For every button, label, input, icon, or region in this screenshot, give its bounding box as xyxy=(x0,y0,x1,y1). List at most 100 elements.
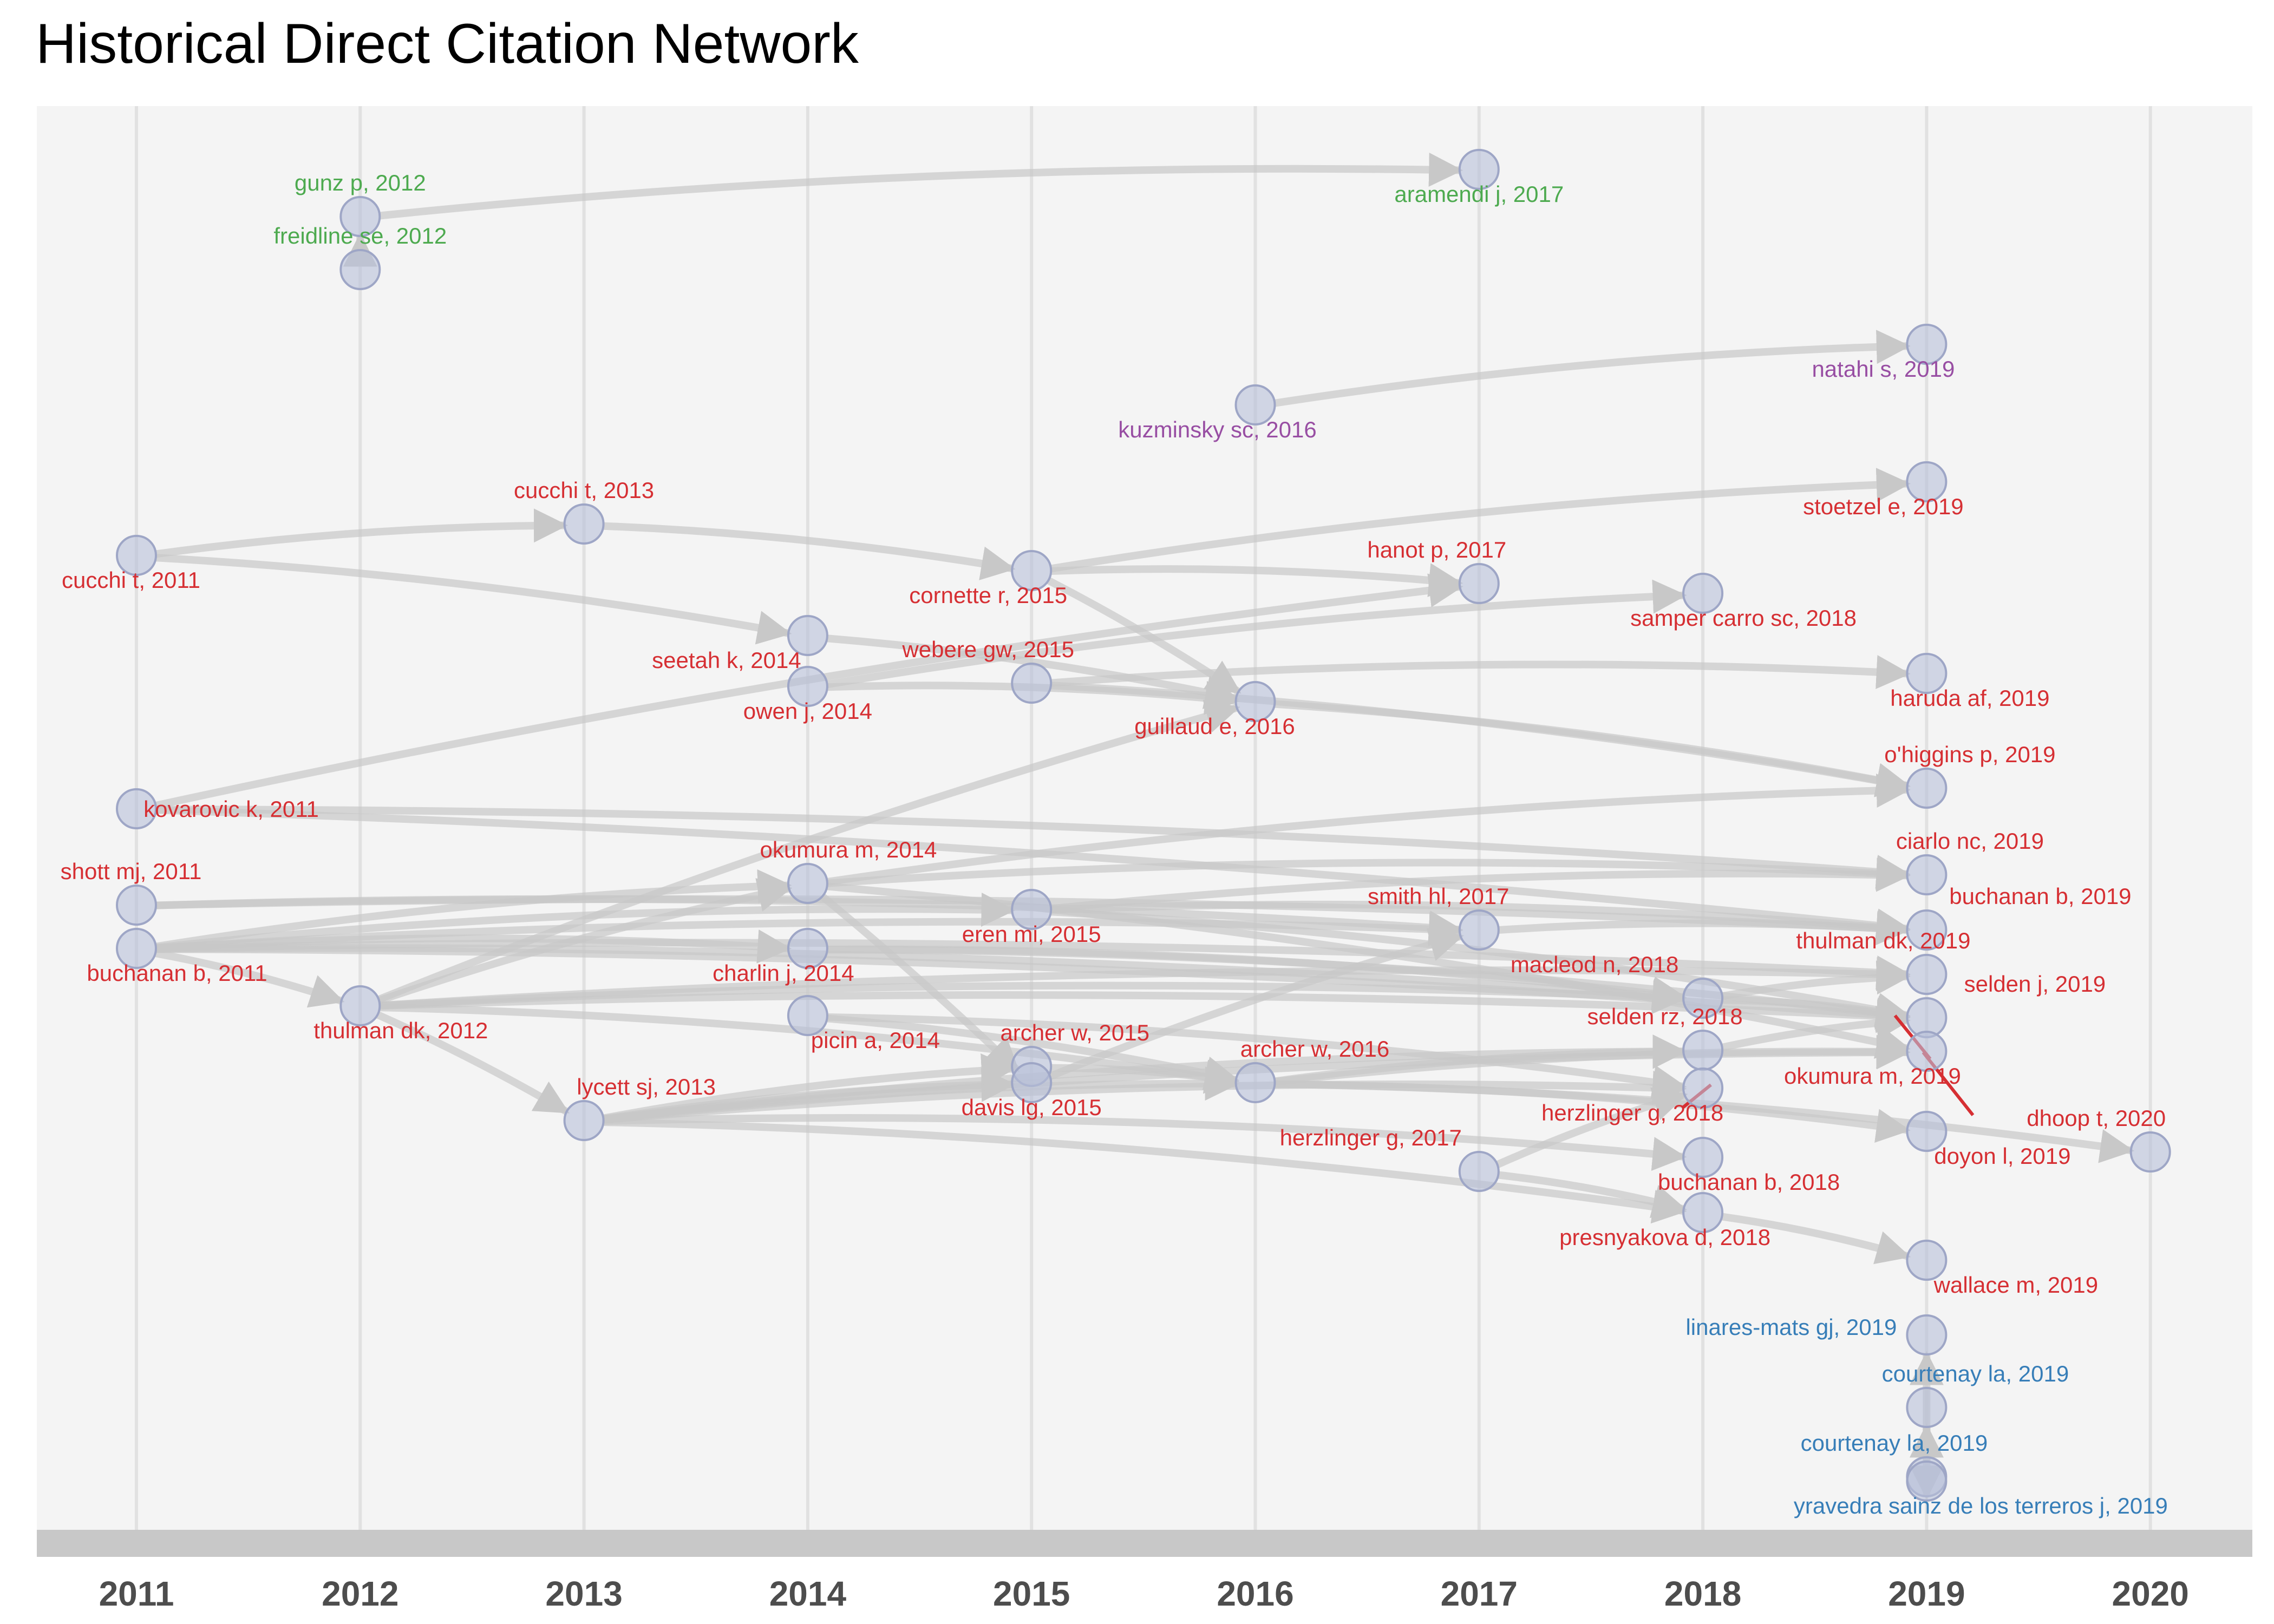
paper-label-buchanan2019: buchanan b, 2019 xyxy=(1949,883,2131,909)
paper-node-charlin2014[interactable] xyxy=(787,928,828,969)
paper-node-guillaud2016[interactable] xyxy=(1234,681,1276,722)
year-axis: 2011 2012 2013 2014 2015 2016 2017 2018 2019 2020 xyxy=(99,1574,2189,1613)
paper-label-herzlinger2017: herzlinger g, 2017 xyxy=(1280,1125,1462,1150)
paper-nodes xyxy=(116,149,2171,1502)
paper-node-kuzminsky2016[interactable] xyxy=(1234,384,1276,425)
paper-node-ciarlo2019[interactable] xyxy=(1906,854,1948,895)
paper-label-yravedra2019: yravedra sainz de los terreros j, 2019 xyxy=(1794,1493,2168,1518)
paper-labels: gunz p, 2012 freidline se, 2012 aramendi j… xyxy=(61,170,2168,1518)
year-label-2015: 2015 xyxy=(993,1574,1070,1613)
citation-edge xyxy=(155,806,1911,889)
paper-node-linares2019[interactable] xyxy=(1906,1314,1948,1355)
paper-node-doyon2019[interactable] xyxy=(1906,1111,1948,1152)
paper-node-cucchi2011[interactable] xyxy=(116,535,157,576)
citation-edge xyxy=(155,508,568,558)
paper-node-seetah2014[interactable] xyxy=(787,615,828,656)
paper-node-seldenrz2018[interactable] xyxy=(1682,1030,1724,1071)
citation-edge xyxy=(155,929,792,964)
citation-edge xyxy=(1721,960,1911,1000)
paper-label-lycett2013: lycett sj, 2013 xyxy=(577,1074,716,1099)
paper-node-thulmandk2019[interactable] xyxy=(1906,954,1948,995)
citation-edge xyxy=(379,980,1687,1014)
paper-node-buchanan2018[interactable] xyxy=(1682,1137,1724,1178)
timeline-bar xyxy=(37,1530,2252,1557)
paper-node-macleod2018[interactable] xyxy=(1682,978,1724,1019)
paper-label-cornette2015: cornette r, 2015 xyxy=(909,582,1067,608)
citation-edge xyxy=(1048,928,1464,1080)
paper-label-natahi2019: natahi s, 2019 xyxy=(1812,356,1955,382)
citation-edge xyxy=(1050,857,1911,913)
paper-label-courtenay2019a: courtenay la, 2019 xyxy=(1882,1361,2069,1386)
paper-label-smith2017: smith hl, 2017 xyxy=(1368,883,1509,909)
citation-edge xyxy=(377,699,1240,1003)
citation-edge xyxy=(603,1114,1687,1171)
paper-node-webere2015[interactable] xyxy=(1011,663,1053,704)
paper-node-herzlinger2018[interactable] xyxy=(1682,1068,1724,1109)
paper-node-ohiggins2019[interactable] xyxy=(1906,768,1948,809)
paper-node-presnyakova2018[interactable] xyxy=(1682,1192,1724,1233)
paper-label-selden2019: selden j, 2019 xyxy=(1964,971,2106,997)
citation-edge xyxy=(603,522,1016,580)
paper-node-smith2017[interactable] xyxy=(1458,909,1500,951)
citation-edge xyxy=(1274,1034,1911,1086)
paper-node-lycett2013[interactable] xyxy=(563,1100,605,1141)
paper-node-owen2014[interactable] xyxy=(787,666,828,707)
citation-edge xyxy=(1498,911,1911,945)
paper-label-ciarlo2019: ciarlo nc, 2019 xyxy=(1896,828,2044,854)
paper-node-picin2014[interactable] xyxy=(787,995,828,1036)
paper-node-okumura2014[interactable] xyxy=(787,863,828,904)
year-label-2020: 2020 xyxy=(2112,1574,2189,1613)
citation-edge xyxy=(1274,700,1911,797)
paper-label-doyon2019: doyon l, 2019 xyxy=(1934,1143,2070,1169)
year-label-2014: 2014 xyxy=(769,1574,847,1613)
paper-label-samper2018: samper carro sc, 2018 xyxy=(1630,605,1857,631)
paper-label-cucchi2011: cucchi t, 2011 xyxy=(62,567,200,593)
paper-node-archer2016[interactable] xyxy=(1234,1062,1276,1103)
paper-node-davis2015[interactable] xyxy=(1011,1062,1053,1103)
paper-node-stoetzel2019[interactable] xyxy=(1906,461,1948,502)
paper-node-haruda2019[interactable] xyxy=(1906,653,1948,694)
paper-node-aramendi2017[interactable] xyxy=(1458,149,1500,190)
paper-label-webere2015: webere gw, 2015 xyxy=(901,637,1074,662)
paper-label-picin2014: picin a, 2014 xyxy=(811,1027,940,1053)
paper-node-dhoop2020[interactable] xyxy=(2129,1131,2171,1173)
paper-node-buchanan2011[interactable] xyxy=(116,928,157,969)
paper-node-thulmandk2012[interactable] xyxy=(339,985,381,1026)
paper-label-archer2015: archer w, 2015 xyxy=(1000,1020,1149,1045)
paper-node-freidline2012[interactable] xyxy=(339,249,381,290)
paper-label-macleod2018: macleod n, 2018 xyxy=(1511,952,1679,977)
year-label-2016: 2016 xyxy=(1217,1574,1293,1613)
year-label-2013: 2013 xyxy=(545,1574,622,1613)
year-label-2011: 2011 xyxy=(99,1574,174,1613)
paper-node-kovarovic2011[interactable] xyxy=(116,788,157,829)
paper-node-samper2018[interactable] xyxy=(1682,573,1724,614)
paper-node-hanot2017[interactable] xyxy=(1458,563,1500,604)
paper-node-buchanan2019[interactable] xyxy=(1906,909,1948,951)
paper-node-gunz2012[interactable] xyxy=(339,196,381,237)
paper-label-davis2015: davis lg, 2015 xyxy=(962,1095,1102,1120)
paper-node-herzlinger2017[interactable] xyxy=(1458,1151,1500,1192)
citation-edge xyxy=(377,878,793,1005)
paper-label-wallace2019: wallace m, 2019 xyxy=(1933,1272,2099,1298)
paper-label-eren2015: eren mi, 2015 xyxy=(962,921,1101,947)
paper-node-yravedra2019[interactable] xyxy=(1906,1461,1948,1502)
citation-edge xyxy=(1498,1171,1687,1218)
paper-node-natahi2019[interactable] xyxy=(1906,324,1948,365)
paper-node-cucchi2013[interactable] xyxy=(563,503,605,545)
paper-label-stoetzel2019: stoetzel e, 2019 xyxy=(1803,494,1964,519)
citation-edge xyxy=(379,152,1463,220)
paper-label-okumura2019: okumura m, 2019 xyxy=(1784,1063,1961,1089)
paper-label-haruda2019: haruda af, 2019 xyxy=(1890,685,2049,711)
paper-node-cornette2015[interactable] xyxy=(1011,550,1053,591)
paper-node-courtenay2019a[interactable] xyxy=(1906,1387,1948,1428)
paper-node-eren2015[interactable] xyxy=(1011,889,1053,930)
citation-edge xyxy=(1050,563,1463,597)
paper-node-okumura2019[interactable] xyxy=(1906,1031,1948,1072)
paper-label-kuzminsky2016: kuzminsky sc, 2016 xyxy=(1118,417,1316,442)
paper-node-shott2011[interactable] xyxy=(116,885,157,926)
citation-edge xyxy=(826,579,1687,689)
paper-node-wallace2019[interactable] xyxy=(1906,1240,1948,1281)
citation-edge xyxy=(826,773,1911,886)
paper-label-guillaud2016: guillaud e, 2016 xyxy=(1134,713,1295,739)
